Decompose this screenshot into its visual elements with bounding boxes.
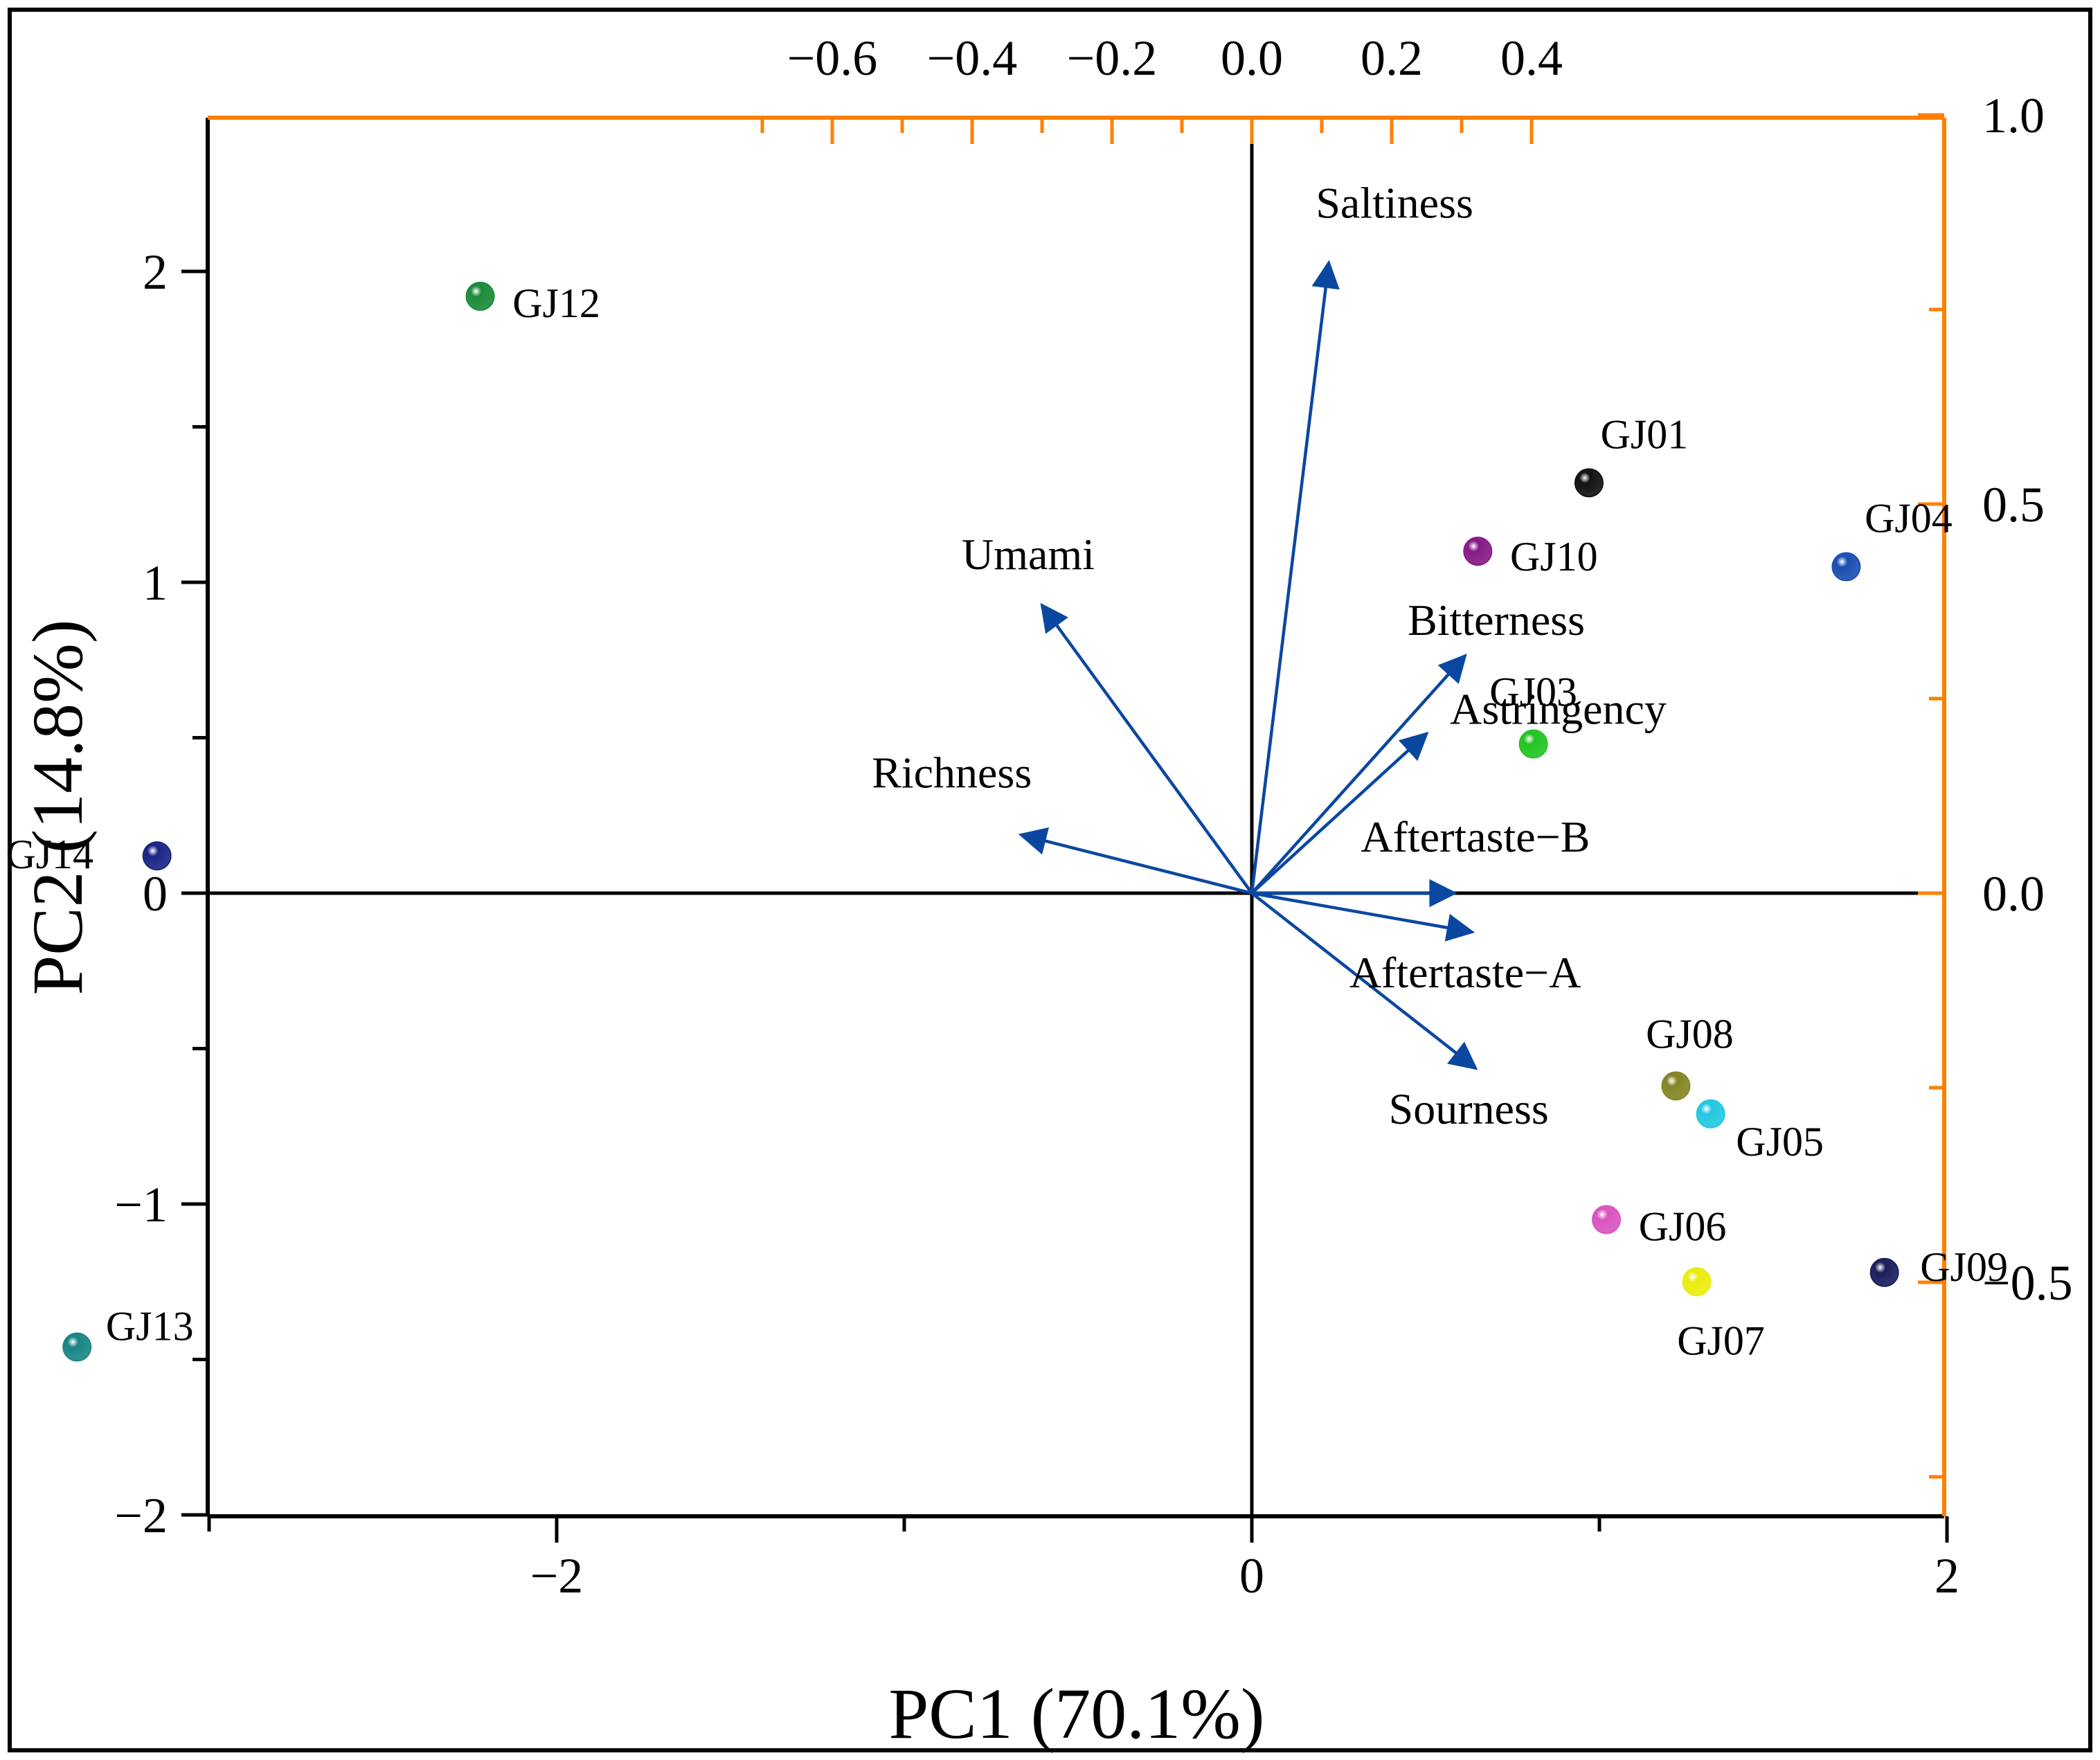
loading-arrow: [1040, 602, 1253, 895]
right-tick-label: −0.5: [1982, 1255, 2073, 1311]
right-tick-label: 0.5: [1982, 477, 2045, 532]
axes-group: −6−4−2024−2−1012−0.6−0.4−0.20.00.20.4−0.…: [114, 30, 2073, 1604]
figure-border: [8, 8, 2092, 1752]
y-tick-label: −1: [114, 1177, 168, 1232]
x-tick-label: 0: [1239, 1548, 1264, 1604]
loading-label: Bitterness: [1408, 595, 1585, 645]
loading-label: Richness: [872, 748, 1032, 798]
sample-point: [1869, 1257, 1899, 1287]
loading-arrow: [1251, 891, 1475, 942]
sample-label: GJ09: [1920, 1244, 2008, 1290]
loading-arrow: [1250, 731, 1429, 895]
top-tick-label: 0.4: [1500, 30, 1563, 86]
sample-label: GJ08: [1646, 1011, 1734, 1057]
x-axis-title: PC1 (70.1%): [888, 1674, 1264, 1754]
sample-label: GJ04: [1865, 496, 1953, 541]
sample-label: GJ12: [512, 280, 600, 326]
y-tick-label: 1: [143, 555, 168, 611]
loading-arrow: [1250, 260, 1340, 894]
x-tick-label: 2: [1935, 1548, 1959, 1604]
sample-label: GJ03: [1489, 669, 1577, 715]
sample-point: [1682, 1267, 1712, 1297]
sample-point: [142, 841, 172, 871]
loading-label: Sourness: [1389, 1084, 1549, 1133]
sample-label: GJ05: [1736, 1119, 1824, 1165]
labels-group: Saltiness Umami Richness Bitterness Astringe…: [6, 179, 2008, 1364]
top-tick-label: −0.2: [1067, 30, 1158, 86]
sample-label: GJ10: [1510, 534, 1598, 580]
top-tick-label: 0.2: [1361, 30, 1423, 86]
loading-label: Umami: [962, 530, 1095, 579]
top-tick-label: −0.6: [787, 30, 878, 86]
sample-label: GJ13: [106, 1304, 194, 1349]
sample-point: [1518, 729, 1548, 759]
sample-point: [1463, 537, 1493, 566]
sample-points-group: [62, 281, 1899, 1362]
y-tick-label: 0: [143, 866, 168, 922]
sample-label: GJ07: [1677, 1318, 1765, 1363]
loading-label: Aftertaste−B: [1361, 812, 1590, 861]
sample-point: [62, 1332, 92, 1362]
sample-label: GJ06: [1639, 1203, 1727, 1249]
sample-point: [1696, 1099, 1725, 1129]
loading-label: Aftertaste−A: [1349, 948, 1581, 997]
sample-label: GJ14: [6, 832, 93, 877]
x-tick-label: −2: [530, 1548, 584, 1604]
top-tick-label: 0.0: [1221, 30, 1283, 86]
top-tick-label: −0.4: [927, 30, 1018, 86]
y-axis-title: PC2 (14.8%): [18, 619, 98, 995]
sample-point: [465, 281, 495, 311]
sample-label: GJ01: [1601, 411, 1689, 457]
loading-arrow: [1018, 827, 1253, 895]
loading-arrow: [1250, 892, 1478, 1070]
sample-point: [1661, 1071, 1691, 1101]
y-tick-label: −2: [114, 1488, 168, 1543]
loading-arrow: [1250, 654, 1467, 895]
right-tick-label: 1.0: [1982, 88, 2045, 143]
loading-label: Saltiness: [1316, 179, 1473, 228]
loading-label: Astringency: [1450, 685, 1667, 734]
y-tick-label: 2: [143, 244, 168, 300]
loading-arrows-group: [1018, 260, 1478, 1070]
right-tick-label: 0.0: [1982, 866, 2045, 922]
sample-point: [1831, 552, 1861, 582]
sample-point: [1574, 468, 1604, 498]
sample-point: [1592, 1205, 1622, 1234]
